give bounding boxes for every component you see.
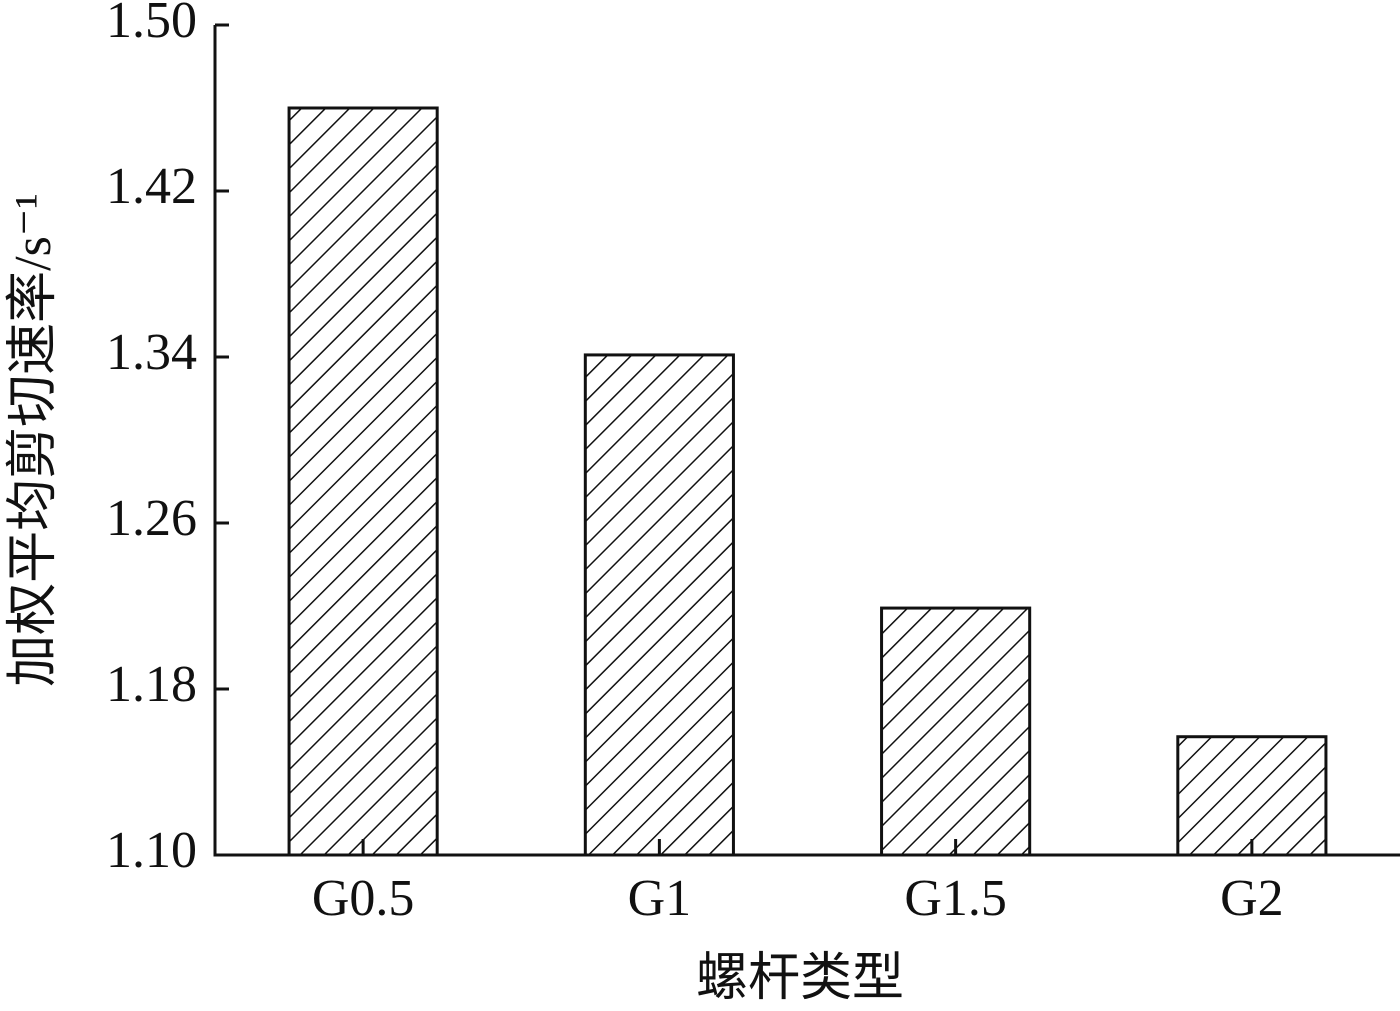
x-tick-label: G1 <box>628 870 692 927</box>
y-tick-label: 1.18 <box>106 656 197 713</box>
x-tick-label: G2 <box>1220 870 1284 927</box>
y-tick-label: 1.10 <box>106 822 197 879</box>
bar <box>1176 735 1328 857</box>
y-tick-label: 1.42 <box>106 158 197 215</box>
x-tick-label: G0.5 <box>312 870 415 927</box>
y-tick-label: 1.50 <box>106 0 197 49</box>
bar <box>880 606 1032 857</box>
y-tick-label: 1.34 <box>106 324 197 381</box>
bar <box>287 106 439 857</box>
y-tick-label: 1.26 <box>106 490 197 547</box>
x-axis-label: 螺杆类型 <box>696 950 904 1007</box>
x-tick-label: G1.5 <box>904 870 1007 927</box>
bar <box>583 353 735 857</box>
y-axis-label: 加权平均剪切速率/s⁻¹ <box>5 193 62 687</box>
